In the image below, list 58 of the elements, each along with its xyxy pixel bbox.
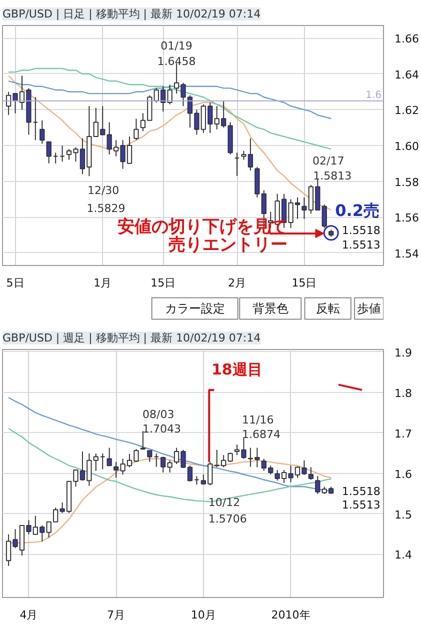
annotation: 1.7043 [142, 422, 182, 436]
ref-line-label: 1.6 [366, 90, 382, 101]
x-tick-label: 5日 [6, 276, 24, 290]
candlestick [322, 204, 327, 228]
candlestick [147, 450, 152, 462]
candlestick [106, 447, 112, 466]
candlestick [46, 141, 52, 164]
annotation: 12/30 [87, 184, 120, 197]
text: 1.5518 [342, 224, 380, 238]
line-series [8, 68, 332, 150]
text: 反転 [316, 302, 340, 316]
annotation: 11/16 [242, 413, 274, 426]
text: 歩値 [357, 302, 382, 316]
annotation: 1.6458 [157, 54, 196, 68]
y-tick-label: 1.5 [394, 508, 412, 522]
text: 1.5513 [342, 498, 380, 512]
x-tick-label: 1月 [94, 276, 112, 290]
candlestick [40, 120, 45, 144]
x-tick-label: 2010年 [271, 608, 310, 622]
y-tick-label: 1.8 [394, 386, 412, 400]
candlestick [315, 476, 320, 494]
candlestick [134, 118, 139, 141]
annotation: 売りエントリー [168, 234, 288, 255]
x-tick-label: 10月 [190, 608, 216, 622]
text: 0.2売 [335, 200, 380, 220]
text: カラー設定 [164, 302, 225, 316]
x-tick-label: 4月 [20, 608, 38, 622]
text: 1.5513 [342, 238, 380, 252]
annotation: 10/12 [208, 496, 240, 509]
y-tick-label: 1.4 [394, 548, 412, 562]
annotation: 02/17 [312, 154, 344, 168]
y-tick-label: 1.66 [394, 32, 419, 46]
y-tick-label: 1.7 [394, 427, 412, 440]
annotation: 1.5706 [208, 512, 247, 526]
annotation: 01/19 [160, 40, 192, 53]
x-tick-label: 2月 [228, 276, 246, 290]
y-tick-label: 1.64 [394, 68, 419, 82]
x-tick-label: 15日 [150, 276, 176, 290]
candlestick [308, 466, 314, 480]
annotation: 1.6874 [242, 428, 280, 442]
annotation: 18週目 [211, 360, 262, 378]
y-tick-label: 1.54 [394, 247, 419, 260]
text: 1.5518 [342, 484, 380, 498]
x-tick-label: 15日 [292, 276, 317, 290]
chart-title: GBP/USD | 週足 | 移動平均 | 最新 10/02/19 07:14 [2, 332, 261, 344]
line-series [8, 80, 332, 120]
annotation: 1.5829 [86, 202, 126, 215]
y-tick-label: 1.9 [394, 346, 412, 360]
annotation: 08/03 [142, 408, 174, 422]
chart-title: GBP/USD | 日足 | 移動平均 | 最新 10/02/19 07:14 [2, 8, 261, 20]
y-tick-label: 1.58 [394, 176, 419, 189]
y-tick-label: 1.62 [394, 104, 419, 118]
y-tick-label: 1.60 [394, 140, 419, 153]
x-tick-label: 7月 [107, 608, 126, 622]
y-tick-label: 1.6 [394, 468, 412, 481]
y-tick-label: 1.56 [394, 212, 419, 225]
annotation: 1.5813 [313, 170, 352, 183]
text: 背景色 [252, 302, 288, 316]
